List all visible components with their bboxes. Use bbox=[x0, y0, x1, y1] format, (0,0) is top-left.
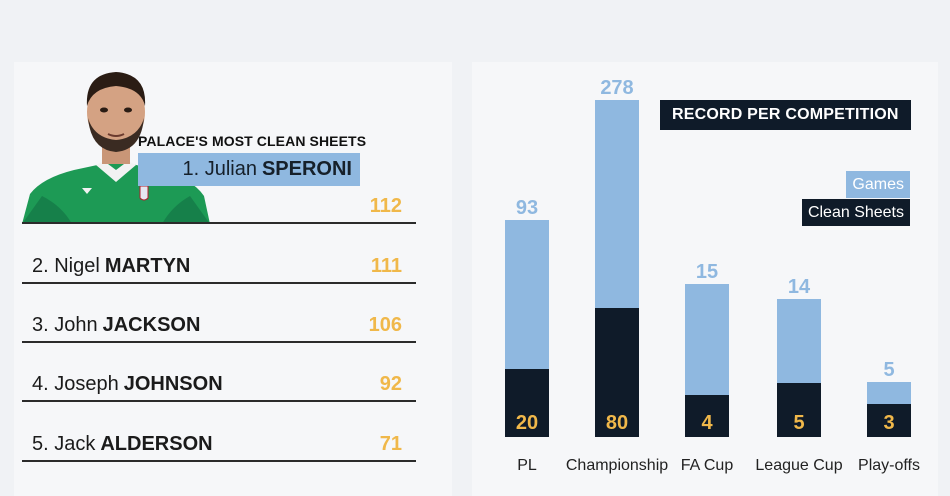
games-value-label: 15 bbox=[696, 261, 718, 283]
clean-sheets-value-label: 5 bbox=[793, 412, 804, 434]
clean-sheets-bar bbox=[867, 404, 911, 437]
goalkeeper-portrait bbox=[22, 72, 210, 224]
games-value-label: 5 bbox=[883, 359, 894, 381]
ranking-row-3: 3. John JACKSON 106 bbox=[22, 300, 416, 343]
clean-sheets-value: 111 bbox=[370, 255, 402, 277]
clean-sheets-value: 92 bbox=[379, 373, 402, 395]
legend-clean-sheets: Clean Sheets bbox=[801, 199, 910, 226]
games-value-label: 14 bbox=[788, 276, 811, 298]
player-first-name: 2. Nigel bbox=[32, 255, 100, 277]
category-label: Championship bbox=[566, 457, 668, 474]
category-label: FA Cup bbox=[681, 457, 734, 474]
player-last-name: ALDERSON bbox=[100, 433, 213, 455]
clean-sheets-bar bbox=[685, 395, 729, 437]
games-value-label: 278 bbox=[600, 77, 633, 99]
games-value-label: 93 bbox=[516, 197, 538, 219]
chart-title: RECORD PER COMPETITION bbox=[660, 100, 911, 130]
category-label: League Cup bbox=[755, 457, 842, 474]
clean-sheets-bar bbox=[595, 308, 639, 437]
player-last-name: MARTYN bbox=[104, 255, 191, 277]
ranking-row-5: 5. Jack ALDERSON 71 bbox=[22, 420, 416, 462]
ranking-title: PALACE'S MOST CLEAN SHEETS bbox=[138, 133, 367, 149]
clean-sheets-value-label: 80 bbox=[606, 412, 628, 434]
clean-sheets-value: 112 bbox=[369, 195, 402, 217]
player-first-name: 5. Jack bbox=[32, 433, 96, 455]
clean-sheets-value-label: 4 bbox=[701, 412, 713, 434]
player-last-name: SPERONI bbox=[261, 158, 352, 180]
player-last-name: JACKSON bbox=[102, 314, 201, 336]
player-first-name: 3. John bbox=[32, 314, 98, 336]
clean-sheets-panel bbox=[14, 62, 452, 496]
category-label: Play-offs bbox=[858, 457, 920, 474]
clean-sheets-bar bbox=[777, 383, 821, 437]
clean-sheets-value-label: 3 bbox=[883, 412, 894, 434]
ranking-row-4: 4. Joseph JOHNSON 92 bbox=[22, 360, 416, 402]
ranking-row-2: 2. Nigel MARTYN 111 bbox=[22, 240, 416, 284]
category-label: PL bbox=[517, 457, 537, 474]
clean-sheets-value: 71 bbox=[379, 433, 402, 455]
clean-sheets-value: 106 bbox=[368, 314, 402, 336]
player-first-name: 1. Julian bbox=[182, 158, 257, 180]
clean-sheets-bar bbox=[505, 369, 549, 437]
player-last-name: JOHNSON bbox=[123, 373, 223, 395]
legend-games: Games bbox=[846, 171, 910, 198]
clean-sheets-value-label: 20 bbox=[516, 412, 538, 434]
ranking-first-label: 1. Julian SPERONI bbox=[138, 153, 360, 186]
ranking-row-1: 112 bbox=[22, 186, 416, 224]
player-first-name: 4. Joseph bbox=[32, 373, 119, 395]
